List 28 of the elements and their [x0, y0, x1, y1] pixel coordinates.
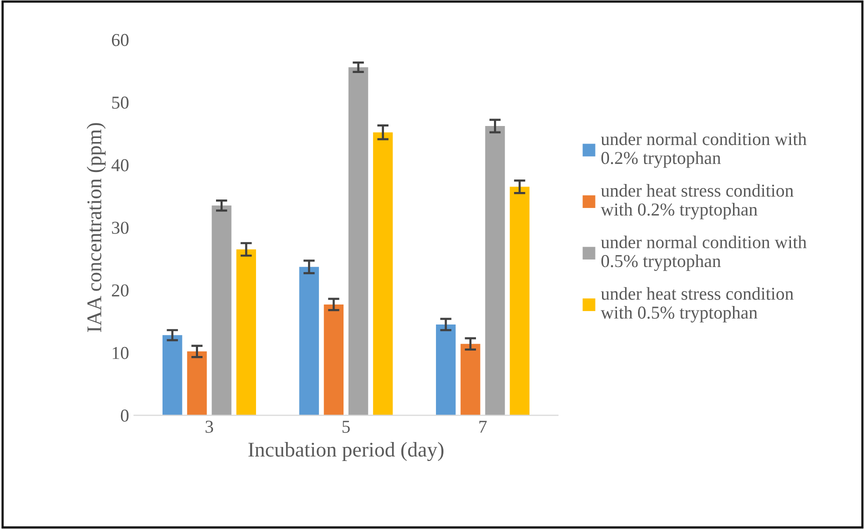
x-tick-label: 5: [342, 420, 350, 433]
bar: [236, 249, 256, 416]
legend-label: under normal condition with 0.2% tryptophan: [600, 132, 807, 168]
x-tick-label: 7: [479, 420, 487, 433]
bar: [373, 132, 393, 416]
x-axis-title: Incubation period (day): [248, 442, 444, 462]
y-tick-label: 10: [112, 346, 129, 360]
bar: [162, 335, 182, 416]
x-tick-label: 3: [206, 420, 214, 433]
legend-label: under normal condition with 0.5% tryptophan: [600, 236, 807, 271]
y-tick-label: 0: [120, 410, 129, 422]
bar: [348, 67, 368, 416]
bar: [299, 266, 319, 416]
y-tick-label: 50: [112, 96, 129, 109]
y-tick-label: 30: [112, 222, 129, 234]
bar: [460, 344, 480, 416]
bar: [324, 304, 344, 416]
y-axis-title: IAA concentration (ppm): [86, 123, 106, 332]
bar: [510, 186, 530, 416]
bar: [485, 126, 505, 416]
legend-label: under heat stress condition with 0.5% tryptophan: [600, 287, 794, 322]
bar: [436, 324, 456, 416]
bar: [187, 351, 207, 416]
bar: [212, 206, 232, 416]
y-tick-label: 40: [112, 159, 129, 172]
y-tick-label: 20: [112, 284, 129, 297]
y-tick-label: 60: [112, 34, 129, 46]
legend-label: under heat stress condition with 0.2% tryptophan: [600, 184, 794, 220]
